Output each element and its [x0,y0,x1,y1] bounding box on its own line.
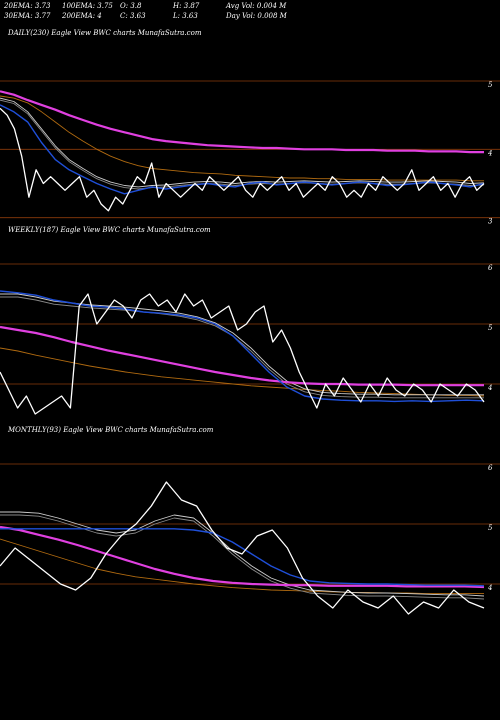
panel-monthly: 6 5 4 [0,463,500,615]
panel-weekly: 6 5 4 [0,263,500,415]
panel-title-weekly: WEEKLY(187) Eagle View BWC charts Munafa… [8,226,211,234]
series-ema-short-line [0,528,485,587]
y-tick-label: 3 [488,218,493,226]
y-tick-label: 5 [488,524,493,532]
series-ema-long-line [0,325,484,387]
series-price-line [0,293,485,415]
series-band-b-line [0,514,485,600]
y-tick-label: 6 [488,264,493,272]
panel-title-daily: DAILY(230) Eagle View BWC charts MunafaS… [8,29,202,37]
header-close: C: 3.63 [120,12,146,20]
header-avg-vol: Avg Vol: 0.004 M [226,2,287,10]
header-ema200: 200EMA: 4 [62,12,102,20]
series-band-a-line [0,511,485,597]
header-ema20: 20EMA: 3.73 [4,2,51,10]
series-ema-long-line [0,90,484,154]
header-open: O: 3.8 [120,2,142,10]
panel-title-monthly: MONTHLY(93) Eagle View BWC charts Munafa… [8,426,214,434]
y-tick-label: 6 [488,464,493,472]
header-ema100: 100EMA: 3.75 [62,2,113,10]
y-tick-label: 4 [487,584,492,592]
series-price-line [0,107,485,212]
y-tick-label: 5 [488,324,493,332]
series-band-b-line [0,296,484,399]
header-day-vol: Day Vol: 0.008 M [226,12,287,20]
y-tick-label: 4 [487,384,492,392]
header-high: H: 3.87 [173,2,200,10]
header-ema30: 30EMA: 3.77 [4,12,51,20]
series-ema-mid-line [0,347,485,397]
series-ema-mid-line [0,95,484,182]
series-band-a-line [0,97,485,188]
header-low: L: 3.63 [173,12,198,20]
series-ema-long-line [0,525,485,589]
series-price-line [0,481,485,615]
panel-daily: 5 4 3 [0,80,500,226]
y-tick-label: 5 [488,81,493,89]
y-tick-label: 4 [487,149,492,157]
series-ema-mid-line [0,538,484,595]
